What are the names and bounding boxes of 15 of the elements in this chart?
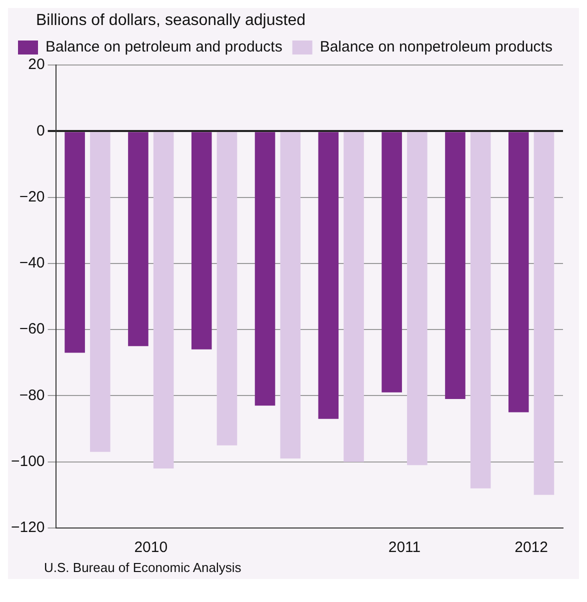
y-tick-label: −100 bbox=[10, 453, 45, 470]
y-tick-label: −40 bbox=[19, 254, 45, 272]
y-tick-label: 20 bbox=[28, 56, 45, 74]
y-tick-label: −80 bbox=[19, 386, 45, 404]
y-tick-label: 0 bbox=[36, 122, 45, 140]
text: U.S. Bureau of Economic Analysis bbox=[44, 560, 242, 575]
y-tick-label: −120 bbox=[10, 519, 45, 536]
x-tick-label: 2012 bbox=[514, 539, 548, 556]
y-axis-title: Billions of dollars, seasonally adjusted bbox=[36, 12, 306, 30]
x-tick-label: 2010 bbox=[134, 539, 168, 556]
y-tick-label: −20 bbox=[19, 188, 45, 206]
legend-label: Balance on nonpetroleum products bbox=[320, 38, 552, 56]
y-tick-label: −60 bbox=[19, 320, 45, 338]
legend-label: Balance on petroleum and products bbox=[46, 38, 282, 56]
x-tick-label: 2011 bbox=[388, 539, 421, 556]
